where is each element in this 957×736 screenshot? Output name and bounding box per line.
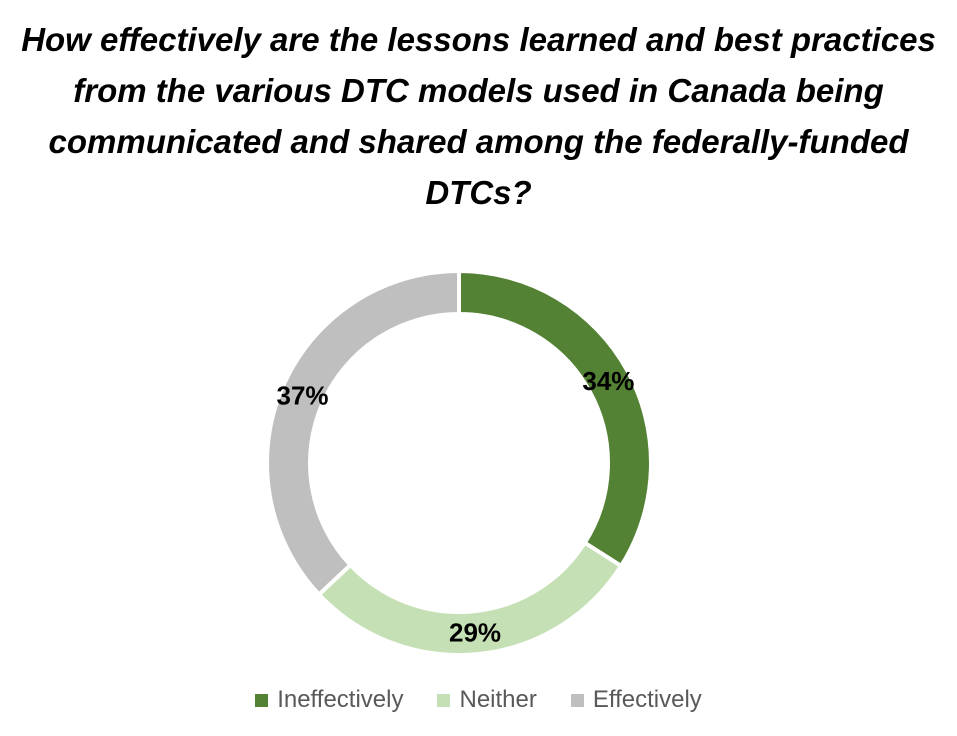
- legend-label-ineffectively: Ineffectively: [277, 686, 404, 713]
- legend-swatch-ineffectively: [255, 693, 269, 707]
- data-label-effectively: 37%: [276, 380, 328, 410]
- data-label-ineffectively: 34%: [582, 366, 634, 396]
- donut-data-labels: 34% 29% 37%: [276, 366, 634, 648]
- legend-item-effectively: Effectively: [570, 686, 702, 714]
- legend-item-neither: Neither: [437, 686, 537, 714]
- legend-label-neither: Neither: [459, 686, 537, 713]
- legend-item-ineffectively: Ineffectively: [255, 686, 403, 714]
- slice-ineffectively: [457, 268, 653, 569]
- data-label-neither: 29%: [449, 618, 501, 648]
- legend-swatch-neither: [437, 693, 451, 707]
- chart-title: How effectively are the lessons learned …: [21, 21, 936, 211]
- chart-legend: Ineffectively Neither Effectively: [0, 686, 957, 714]
- donut-slices: [265, 268, 653, 657]
- legend-swatch-effectively: [570, 693, 584, 707]
- slice-effectively: [265, 268, 461, 598]
- legend-label-effectively: Effectively: [592, 686, 702, 713]
